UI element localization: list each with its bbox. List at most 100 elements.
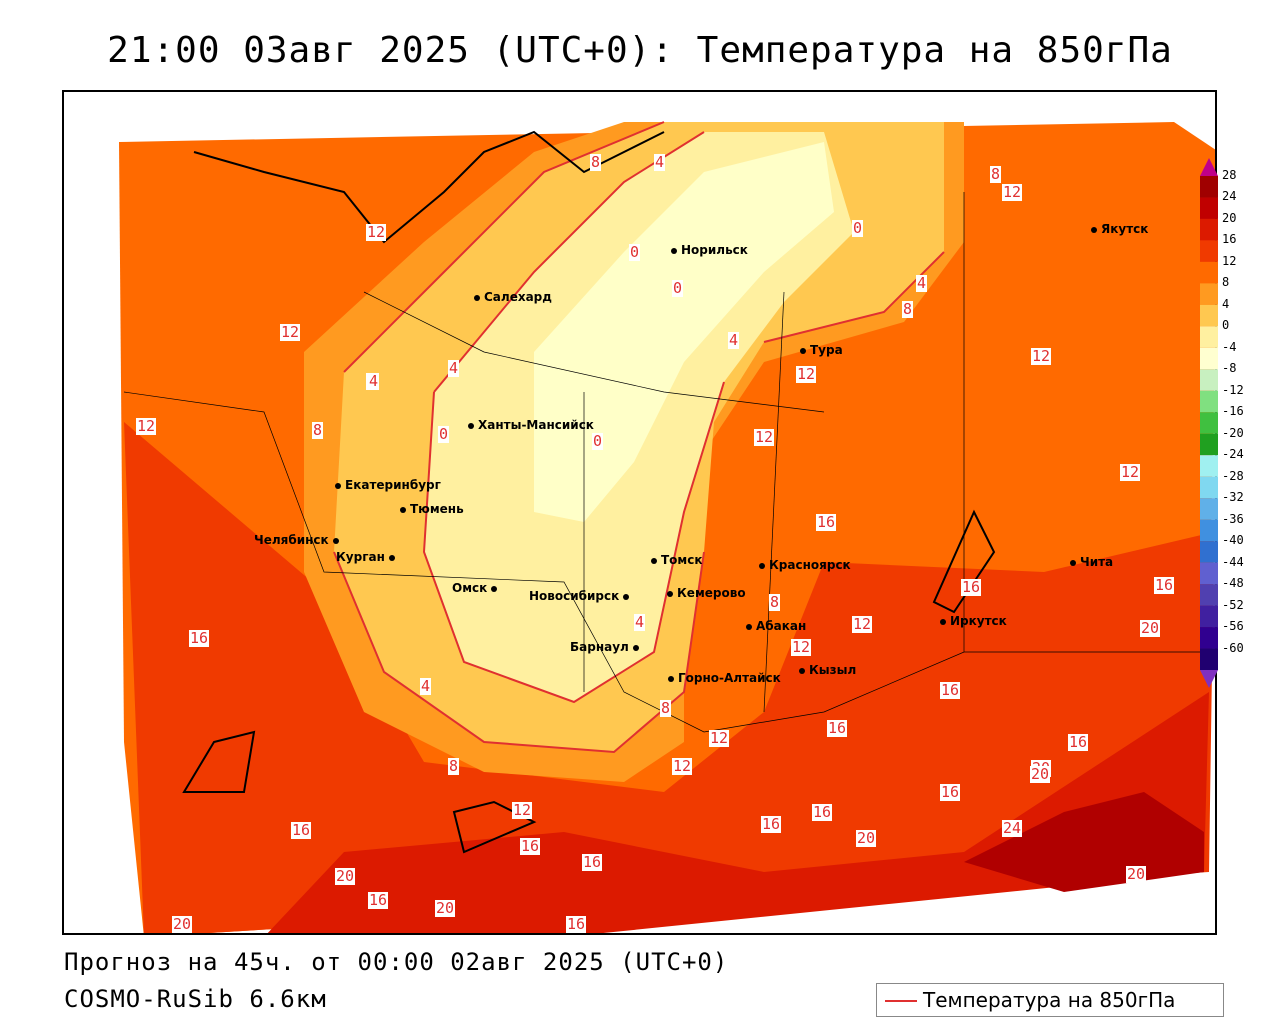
contour-label: 16 <box>812 803 833 821</box>
contour-label: 16 <box>816 513 837 531</box>
contour-label: 24 <box>1002 819 1023 837</box>
temperature-zone-minus <box>534 142 834 522</box>
scale-box <box>1200 584 1218 606</box>
contour-label: 0 <box>438 425 450 443</box>
contour-label: 16 <box>1154 576 1175 594</box>
scale-label: -12 <box>1222 382 1244 397</box>
scale-box <box>1200 627 1218 649</box>
scale-label: -40 <box>1222 533 1244 548</box>
city-label: Тюмень <box>400 502 464 516</box>
scale-box <box>1200 261 1218 284</box>
scale-box <box>1200 176 1218 198</box>
scale-label: -8 <box>1222 361 1237 376</box>
city-label: Челябинск <box>254 533 343 547</box>
scale-label: 16 <box>1222 232 1237 247</box>
contour-label: 8 <box>448 757 460 775</box>
contour-label: 12 <box>366 223 387 241</box>
city-name: Иркутск <box>950 614 1007 628</box>
contour-label: 8 <box>590 153 602 171</box>
city-label: Тура <box>800 343 843 357</box>
map-legend: Температура на 850гПа <box>876 983 1224 1017</box>
city-dot-icon <box>800 347 806 354</box>
city-label: Чита <box>1070 555 1113 569</box>
map-title: 21:00 03авг 2025 (UTC+0): Температура на… <box>107 30 1173 71</box>
contour-label: 20 <box>856 829 877 847</box>
city-name: Кемерово <box>677 586 746 600</box>
scale-box <box>1200 304 1218 327</box>
city-dot-icon <box>332 537 339 544</box>
scale-box <box>1200 433 1218 456</box>
city-label: Барнаул <box>570 640 643 654</box>
city-label: Салехард <box>474 290 552 304</box>
scale-label: -56 <box>1222 619 1244 634</box>
city-label: Якутск <box>1091 222 1148 236</box>
city-dot-icon <box>668 675 674 682</box>
contour-label: 16 <box>189 629 210 647</box>
city-label: Кызыл <box>799 663 856 677</box>
scale-label: -16 <box>1222 404 1244 419</box>
contour-label: 12 <box>852 615 873 633</box>
city-label: Екатеринбург <box>335 478 441 492</box>
scale-label: -24 <box>1222 447 1244 462</box>
city-label: Абакан <box>746 619 806 633</box>
scale-box <box>1200 240 1218 262</box>
city-dot-icon <box>468 422 474 429</box>
city-name: Новосибирск <box>529 589 620 603</box>
city-dot-icon <box>1070 559 1076 566</box>
scale-label: -52 <box>1222 597 1244 612</box>
scale-box <box>1200 347 1218 370</box>
scale-label: 8 <box>1222 275 1230 290</box>
city-name: Курган <box>336 550 385 564</box>
weather-map: Якутск Норильск Салехард Тура Ханты-Манс… <box>62 90 1217 935</box>
city-name: Челябинск <box>254 533 329 547</box>
scale-label: 20 <box>1222 210 1237 225</box>
temperature-zone-20 <box>267 692 1209 933</box>
city-name: Барнаул <box>570 640 629 654</box>
city-label: Новосибирск <box>529 589 633 603</box>
scale-label: -28 <box>1222 468 1244 483</box>
contour-label: 20 <box>1126 865 1147 883</box>
contour-label: 12 <box>791 638 812 656</box>
scale-box <box>1200 390 1218 413</box>
scale-label: -20 <box>1222 425 1244 440</box>
contour-label: 12 <box>136 417 157 435</box>
contour-label: 12 <box>1031 347 1052 365</box>
scale-label: -48 <box>1222 576 1244 591</box>
contour-label: 16 <box>940 783 961 801</box>
city-name: Якутск <box>1101 222 1149 236</box>
scale-box <box>1200 455 1218 477</box>
city-dot-icon <box>799 667 805 674</box>
contour-label: 12 <box>512 801 533 819</box>
contour-label: 8 <box>902 300 914 318</box>
contour-label: 16 <box>761 815 782 833</box>
contour-label: 8 <box>312 421 324 439</box>
contour-label: 4 <box>728 331 740 349</box>
city-dot-icon <box>632 644 639 651</box>
city-dot-icon <box>623 593 630 600</box>
contour-label: 4 <box>654 153 666 171</box>
isotherms <box>333 121 945 754</box>
model-name: COSMO-RuSib 6.6км <box>64 985 327 1013</box>
scale-box <box>1200 605 1218 628</box>
city-label: Норильск <box>671 243 748 257</box>
city-dot-icon <box>759 562 765 569</box>
contour-label: 0 <box>852 219 864 237</box>
contour-label: 16 <box>368 891 389 909</box>
scale-box <box>1200 412 1218 434</box>
city-label: Ханты-Мансийск <box>468 418 594 432</box>
scale-box <box>1200 541 1218 563</box>
scale-label: -32 <box>1222 490 1244 505</box>
contour-label: 0 <box>629 243 641 261</box>
scale-box <box>1200 562 1218 585</box>
city-name: Красноярск <box>769 558 851 572</box>
map-canvas <box>119 121 1215 933</box>
city-label: Курган <box>336 550 399 564</box>
city-name: Чита <box>1080 555 1114 569</box>
contour-label: 4 <box>448 359 460 377</box>
contour-label: 16 <box>291 821 312 839</box>
city-name: Тюмень <box>410 502 464 516</box>
contour-label: 16 <box>940 681 961 699</box>
city-dot-icon <box>400 506 406 513</box>
contour-label: 12 <box>709 729 730 747</box>
scale-label: -4 <box>1222 339 1237 354</box>
